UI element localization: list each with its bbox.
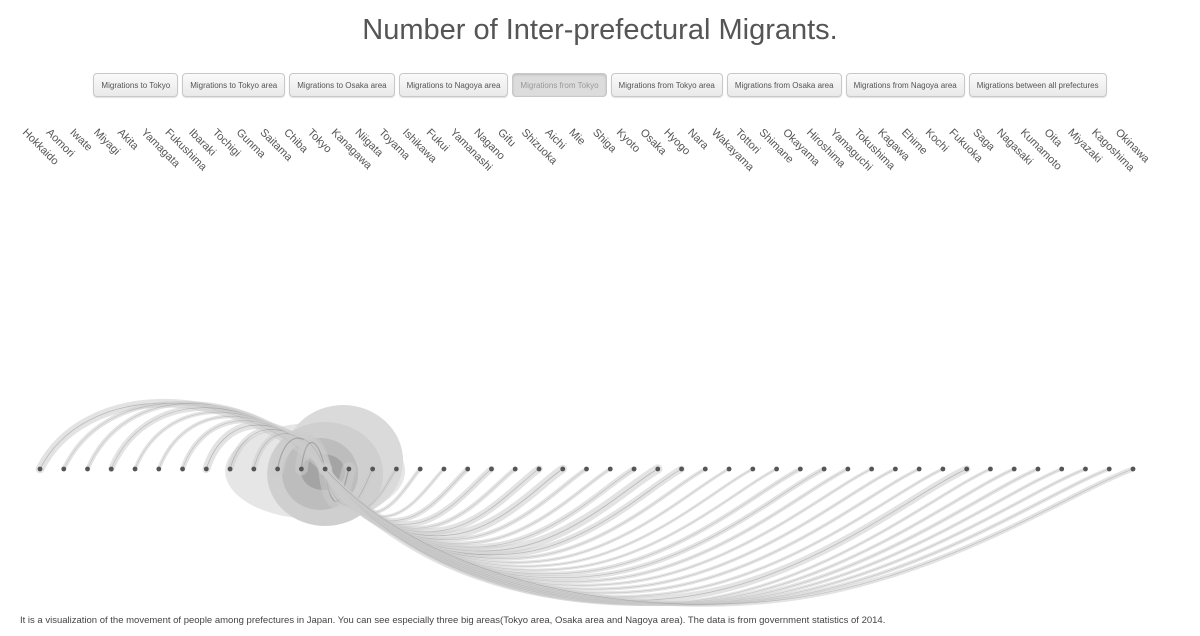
node-ishikawa[interactable] xyxy=(417,466,423,472)
node-ehime[interactable] xyxy=(916,466,922,472)
node-aomori[interactable] xyxy=(61,466,67,472)
node-chiba[interactable] xyxy=(298,466,304,472)
node-ibaraki[interactable] xyxy=(203,466,209,472)
filter-button-0[interactable]: Migrations to Tokyo xyxy=(93,73,179,97)
filter-button-3[interactable]: Migrations to Nagoya area xyxy=(398,73,509,97)
node-gunma[interactable] xyxy=(251,466,257,472)
node-nagasaki[interactable] xyxy=(1011,466,1017,472)
node-iwate[interactable] xyxy=(85,466,90,472)
prefecture-label-mie: Mie xyxy=(566,127,587,148)
node-aichi[interactable] xyxy=(560,466,566,472)
node-shimane[interactable] xyxy=(774,466,779,472)
node-kanagawa[interactable] xyxy=(346,466,352,472)
node-mie[interactable] xyxy=(584,466,589,472)
node-kyoto[interactable] xyxy=(631,466,637,472)
node-shiga[interactable] xyxy=(607,466,613,472)
node-akita[interactable] xyxy=(132,466,138,472)
flow-core-okinawa xyxy=(324,468,1134,605)
node-yamaguchi[interactable] xyxy=(845,466,851,472)
prefecture-label-shiga: Shiga xyxy=(590,127,619,156)
node-hokkaido[interactable] xyxy=(37,466,43,472)
node-tokushima[interactable] xyxy=(869,466,875,472)
filter-button-5[interactable]: Migrations from Tokyo area xyxy=(610,73,723,97)
node-fukushima[interactable] xyxy=(180,466,185,472)
node-tokyo[interactable] xyxy=(322,466,328,472)
node-kochi[interactable] xyxy=(940,466,946,472)
node-miyagi[interactable] xyxy=(108,466,114,472)
filter-button-1[interactable]: Migrations to Tokyo area xyxy=(182,73,286,97)
prefecture-nodes xyxy=(37,466,1136,472)
node-kagawa[interactable] xyxy=(892,466,898,472)
node-fukui[interactable] xyxy=(441,466,447,472)
node-yamanashi[interactable] xyxy=(465,466,471,472)
node-saga[interactable] xyxy=(988,466,993,472)
node-saitama[interactable] xyxy=(275,466,281,472)
flow-okinawa xyxy=(322,466,1136,607)
prefecture-label-tokyo: Tokyo xyxy=(305,127,334,156)
flow-lines xyxy=(35,398,1136,607)
prefecture-label-kyoto: Kyoto xyxy=(614,127,642,155)
flow-core-chiba xyxy=(300,441,326,470)
page-title: Number of Inter-prefectural Migrants. xyxy=(362,14,838,46)
node-nara[interactable] xyxy=(702,466,708,472)
node-osaka[interactable] xyxy=(655,466,661,472)
migration-filter-buttons: Migrations to Tokyo Migrations to Tokyo a… xyxy=(0,73,1200,97)
node-niigata[interactable] xyxy=(370,466,376,472)
node-toyama[interactable] xyxy=(394,466,399,472)
node-gifu[interactable] xyxy=(512,466,518,472)
node-wakayama[interactable] xyxy=(726,466,732,472)
node-shizuoka[interactable] xyxy=(536,466,542,472)
node-fukuoka[interactable] xyxy=(964,466,970,472)
flow-chiba xyxy=(294,435,332,476)
filter-button-2[interactable]: Migrations to Osaka area xyxy=(289,73,395,97)
node-kagoshima[interactable] xyxy=(1106,466,1112,472)
node-tochigi[interactable] xyxy=(227,466,233,472)
node-yamagata[interactable] xyxy=(156,466,162,472)
filter-button-6[interactable]: Migrations from Osaka area xyxy=(726,73,842,97)
node-oita[interactable] xyxy=(1059,466,1065,472)
node-tottori[interactable] xyxy=(750,466,756,472)
node-nagano[interactable] xyxy=(489,466,494,472)
node-kumamoto[interactable] xyxy=(1035,466,1041,472)
node-miyazaki[interactable] xyxy=(1083,466,1088,472)
node-okayama[interactable] xyxy=(797,466,803,472)
filter-button-7[interactable]: Migrations from Nagoya area xyxy=(845,73,965,97)
prefecture-labels: HokkaidoAomoriIwateMiyagiAkitaYamagataFu… xyxy=(20,127,1152,175)
node-okinawa[interactable] xyxy=(1130,466,1136,472)
filter-button-8[interactable]: Migrations between all prefectures xyxy=(968,73,1107,97)
migration-arc-chart: HokkaidoAomoriIwateMiyagiAkitaYamagataFu… xyxy=(20,127,1152,607)
footer-note: It is a visualization of the movement of… xyxy=(20,615,886,626)
node-hiroshima[interactable] xyxy=(821,466,827,472)
node-hyogo[interactable] xyxy=(679,466,684,472)
filter-button-4[interactable]: Migrations from Tokyo xyxy=(512,73,607,97)
